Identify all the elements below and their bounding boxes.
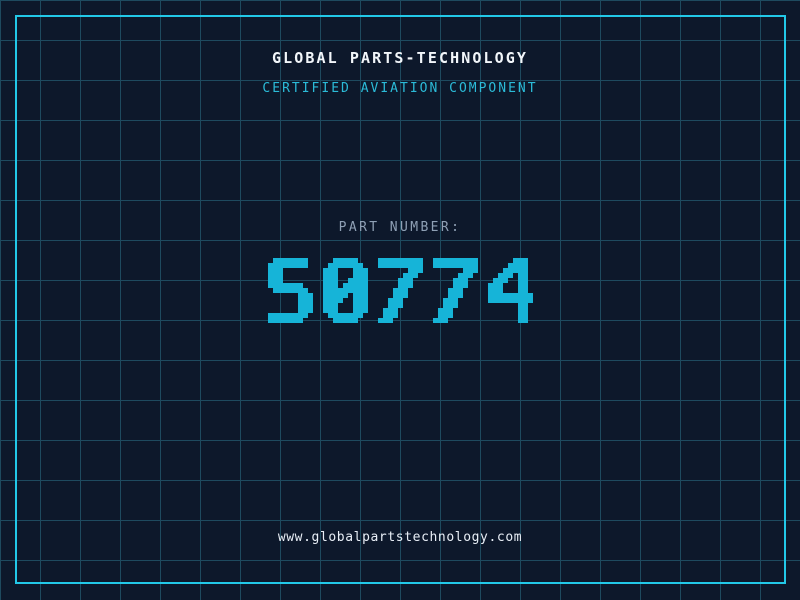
company-name: GLOBAL PARTS-TECHNOLOGY [271,49,528,67]
part-number-label: PART NUMBER: [338,220,462,235]
part-number-pixel-glyphs [267,258,533,323]
certification-line: CERTIFIED AVIATION COMPONENT [262,81,538,96]
part-number-value [0,258,800,323]
website-url: www.globalpartstechnology.com [277,530,523,545]
